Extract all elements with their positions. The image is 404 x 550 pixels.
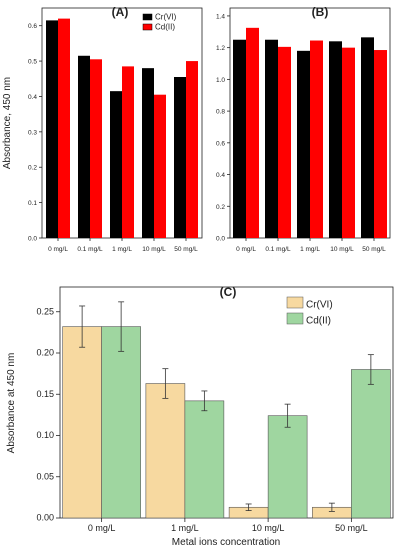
x-tick-label: 10 mg/L xyxy=(142,246,166,253)
y-tick-label: 0.20 xyxy=(36,348,54,358)
y-tick-label: 0.8 xyxy=(216,109,225,116)
bar xyxy=(110,91,122,239)
y-tick-label: 0.0 xyxy=(216,236,225,243)
x-tick-label: 0 mg/L xyxy=(236,246,256,253)
bar xyxy=(361,37,374,239)
bar xyxy=(122,66,134,238)
bar xyxy=(297,50,310,238)
y-tick-label: 1.0 xyxy=(216,77,225,84)
bar xyxy=(329,41,342,238)
x-tick-label: 0.1 mg/L xyxy=(77,246,103,253)
bar xyxy=(46,20,58,239)
y-tick-label: 0.00 xyxy=(36,513,54,523)
x-tick-label: 10 mg/L xyxy=(252,523,285,533)
y-tick-label: 0.25 xyxy=(36,306,54,316)
y-tick-label: 1.4 xyxy=(216,13,225,20)
bar xyxy=(145,383,186,519)
bar xyxy=(246,27,259,238)
legend-swatch xyxy=(286,312,304,325)
bar xyxy=(101,326,141,519)
legend-swatch xyxy=(142,13,153,21)
legend-swatch xyxy=(142,23,153,31)
y-tick-label: 0.15 xyxy=(36,389,54,399)
x-tick-label: 0 mg/L xyxy=(48,246,68,253)
legend-entry: Cr(VI) xyxy=(306,300,333,311)
y-tick-label: 0.4 xyxy=(28,94,37,101)
y-tick-label: 0.6 xyxy=(28,23,37,30)
panel-label: (C) xyxy=(220,285,237,299)
plot-frame xyxy=(59,286,394,519)
x-tick-label: 1 mg/L xyxy=(112,246,132,253)
x-tick-label: 0 mg/L xyxy=(88,523,116,533)
bar xyxy=(351,369,391,519)
x-tick-label: 1 mg/L xyxy=(171,523,199,533)
bar xyxy=(90,59,102,238)
y-axis-title: Absorbance at 450 nm xyxy=(6,353,17,454)
panel-label: (B) xyxy=(312,5,329,19)
x-tick-label: 10 mg/L xyxy=(330,246,354,253)
y-tick-label: 0.10 xyxy=(36,430,54,440)
bar xyxy=(267,415,308,519)
x-axis-title: Metal ions concentration xyxy=(172,537,280,548)
bar xyxy=(78,55,90,239)
x-tick-label: 1 mg/L xyxy=(300,246,320,253)
x-tick-label: 50 mg/L xyxy=(174,246,198,253)
y-tick-label: 0.0 xyxy=(28,236,37,243)
x-tick-label: 0.1 mg/L xyxy=(265,246,291,253)
panel-c: 0.00 0.05 0.10 0.15 0.20 0.25 0 mg/L 1 mg/L 10 m… xyxy=(6,285,394,548)
y-tick-label: 0.5 xyxy=(28,59,37,66)
x-tick-label: 50 mg/L xyxy=(362,246,386,253)
y-tick-label: 1.2 xyxy=(216,45,225,52)
bar xyxy=(278,46,291,239)
bar xyxy=(154,94,166,238)
bar xyxy=(374,50,387,238)
bar xyxy=(174,77,186,238)
bar xyxy=(142,68,154,239)
panel-label: (A) xyxy=(112,5,129,19)
legend-entry: Cd(II) xyxy=(155,23,175,32)
panel-a: 0.0 0.1 0.2 0.3 0.4 0.5 0.6 0 mg/L 0.1 mg/L 1 mg/… xyxy=(2,5,203,253)
bar xyxy=(310,40,323,238)
y-tick-label: 0.2 xyxy=(28,165,37,172)
bar xyxy=(233,39,246,238)
y-tick-label: 0.2 xyxy=(216,204,225,211)
bar xyxy=(342,47,355,238)
y-tick-label: 0.3 xyxy=(28,129,37,136)
y-tick-label: 0.1 xyxy=(28,200,37,207)
panel-b: 0.0 0.2 0.4 0.6 0.8 1.0 1.2 1.4 0 mg/L 0.1 mg/L 1 … xyxy=(216,5,391,253)
legend-entry: Cd(II) xyxy=(306,316,331,327)
legend-swatch xyxy=(286,296,304,309)
legend-entry: Cr(VI) xyxy=(155,13,177,22)
bar xyxy=(58,18,70,238)
bar xyxy=(265,39,278,238)
y-tick-label: 0.6 xyxy=(216,140,225,147)
bar xyxy=(186,61,198,239)
y-axis-title: Absorbance, 450 nm xyxy=(2,77,13,169)
y-tick-label: 0.4 xyxy=(216,172,225,179)
x-tick-label: 50 mg/L xyxy=(335,523,368,533)
bar xyxy=(184,400,225,519)
bar xyxy=(62,326,102,519)
y-tick-label: 0.05 xyxy=(36,471,54,481)
